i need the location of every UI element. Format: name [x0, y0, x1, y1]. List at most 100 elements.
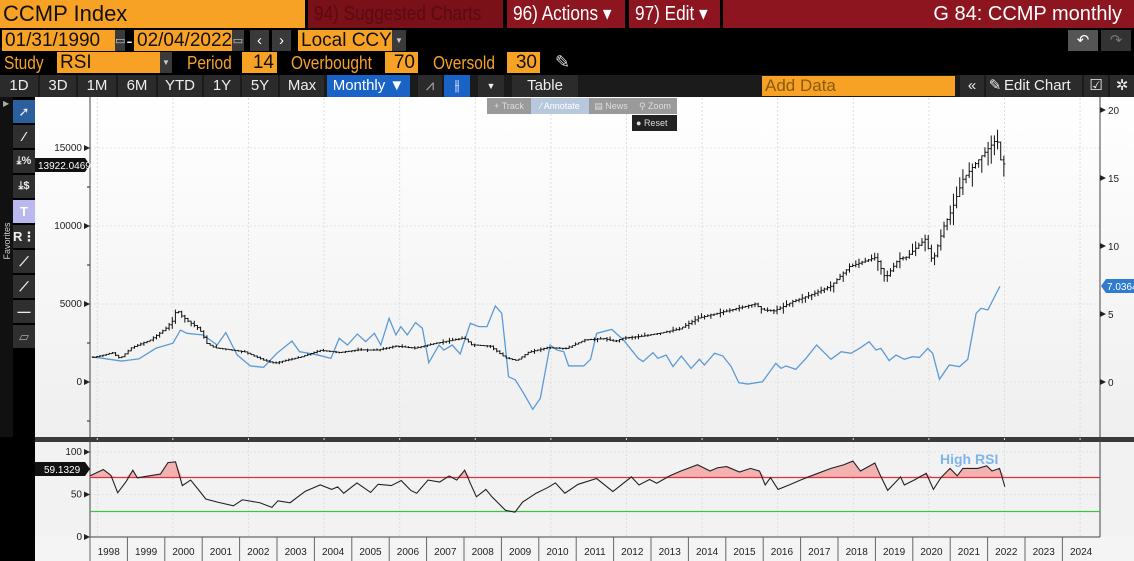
- calendar-icon[interactable]: ▭: [115, 30, 125, 51]
- suggested-charts-button[interactable]: 94) Suggested Charts: [308, 0, 503, 28]
- bar-chart-icon[interactable]: ⫲: [444, 75, 470, 97]
- year-tick-label: 2008: [472, 547, 495, 558]
- price-bar: [233, 349, 237, 352]
- draw-line-tool-icon[interactable]: ∕: [13, 125, 35, 148]
- track-button[interactable]: + Track: [494, 101, 524, 111]
- price-bar: [901, 256, 905, 261]
- start-date-field[interactable]: 01/31/1990: [2, 30, 115, 51]
- price-bar: [372, 348, 376, 351]
- price-bar: [173, 309, 177, 324]
- year-tick-label: 2002: [247, 547, 270, 558]
- percent-change-tool-icon[interactable]: ⤓%: [13, 150, 35, 173]
- checklist-icon[interactable]: ☑: [1084, 75, 1108, 97]
- price-bar: [230, 349, 234, 351]
- price-bar: [662, 331, 666, 334]
- price-bar: [510, 358, 514, 361]
- text-tool-icon[interactable]: T: [13, 200, 35, 223]
- price-bar: [318, 349, 322, 353]
- expand-arrow-icon[interactable]: ▶: [3, 99, 10, 108]
- currency-select[interactable]: Local CCY: [298, 30, 392, 51]
- price-bar: [344, 350, 347, 354]
- edit-menu[interactable]: 97) Edit ▾: [629, 0, 720, 28]
- pointer-tool-icon[interactable]: ➚: [13, 100, 35, 123]
- axis-tick: [1100, 243, 1106, 249]
- year-tick-label: 2024: [1070, 547, 1093, 558]
- prev-range-button[interactable]: ‹: [250, 30, 269, 51]
- price-bar: [495, 348, 499, 353]
- last-series2-label: 7.0364: [1107, 282, 1134, 293]
- ticker-input[interactable]: CCMP Index: [0, 0, 305, 28]
- calendar-icon[interactable]: ▭: [232, 30, 244, 51]
- add-data-input[interactable]: Add Data: [762, 76, 955, 96]
- price-bar: [145, 340, 149, 344]
- price-bar: [939, 229, 943, 251]
- channel-tool-icon[interactable]: ⟋: [13, 275, 35, 298]
- chevron-down-icon[interactable]: ▼: [478, 75, 504, 97]
- period-1m-button[interactable]: 1M: [78, 75, 116, 97]
- period-6m-button[interactable]: 6M: [118, 75, 156, 97]
- price-bar: [529, 350, 533, 353]
- zoom-button[interactable]: ⚲ Zoom: [638, 101, 672, 111]
- line-chart-icon[interactable]: ⩘: [418, 75, 442, 97]
- favorites-tab[interactable]: Favorites: [2, 222, 12, 260]
- price-bar: [551, 347, 555, 349]
- period-1y-button[interactable]: 1Y: [204, 75, 240, 97]
- rectangle-tool-icon[interactable]: ▱: [13, 325, 35, 348]
- price-bar: [731, 308, 735, 312]
- price-bar: [482, 344, 486, 347]
- period-3d-button[interactable]: 3D: [40, 75, 76, 97]
- reset-button[interactable]: ● Reset: [632, 115, 677, 131]
- year-tick-label: 2007: [434, 547, 457, 558]
- price-bar: [384, 347, 388, 350]
- chevron-down-icon[interactable]: ▼: [160, 52, 172, 73]
- pane-divider[interactable]: [35, 437, 1134, 442]
- annotate-button[interactable]: ⁄ Annotate: [531, 98, 589, 114]
- chevron-down-icon[interactable]: ▼: [392, 30, 406, 51]
- rsi-axis-tick-label: 50: [71, 490, 83, 501]
- next-range-button[interactable]: ›: [272, 30, 291, 51]
- oversold-input[interactable]: 30: [507, 52, 540, 73]
- price-bar: [170, 316, 174, 329]
- actions-menu[interactable]: 96) Actions ▾: [507, 0, 625, 28]
- period-ytd-button[interactable]: YTD: [158, 75, 202, 97]
- price-bar: [397, 345, 401, 348]
- redo-icon[interactable]: ↷: [1101, 30, 1131, 51]
- table-button[interactable]: Table: [512, 75, 578, 97]
- frequency-select[interactable]: Monthly ▼: [327, 75, 410, 97]
- study-select[interactable]: RSI: [57, 52, 160, 73]
- trendline-tool-icon[interactable]: ⟋: [13, 250, 35, 273]
- price-bar: [205, 335, 209, 345]
- price-bar: [879, 260, 883, 275]
- pencil-icon[interactable]: ✎: [555, 52, 571, 72]
- period-input[interactable]: 14: [242, 52, 277, 73]
- period-1d-button[interactable]: 1D: [0, 75, 38, 97]
- price-bar: [888, 268, 892, 277]
- overbought-input[interactable]: 70: [385, 52, 418, 73]
- price-bar: [822, 287, 826, 293]
- end-date-field[interactable]: 02/04/2022: [134, 30, 232, 51]
- last-rsi-marker: 59.1329: [35, 462, 90, 476]
- period-5y-button[interactable]: 5Y: [242, 75, 278, 97]
- horizontal-line-tool-icon[interactable]: —: [13, 300, 35, 323]
- price-bar: [340, 351, 344, 354]
- price-change-tool-icon[interactable]: ⤓$: [13, 175, 35, 198]
- retracement-tool-icon[interactable]: R⋮: [13, 225, 35, 248]
- high-rsi-annotation[interactable]: High RSI: [940, 451, 998, 467]
- collapse-button[interactable]: «: [960, 75, 984, 97]
- price-bar: [306, 353, 310, 357]
- gear-icon[interactable]: ✲: [1110, 75, 1134, 97]
- price-bar: [718, 308, 722, 318]
- news-button[interactable]: ▤ News: [594, 101, 628, 111]
- price-bar: [709, 313, 713, 319]
- price-bar: [123, 353, 127, 358]
- price-bars: [92, 129, 1006, 365]
- edit-chart-button[interactable]: Edit Chart: [1004, 75, 1082, 97]
- price-bar: [759, 305, 763, 314]
- year-tick-label: 2020: [920, 547, 943, 558]
- undo-icon[interactable]: ↶: [1068, 30, 1098, 51]
- price-bar: [447, 337, 451, 344]
- price-bar: [876, 253, 880, 271]
- price-bar: [819, 286, 823, 294]
- period-max-button[interactable]: Max: [280, 75, 324, 97]
